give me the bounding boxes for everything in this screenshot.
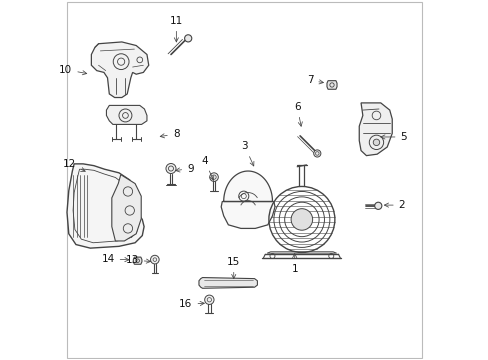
Polygon shape xyxy=(326,81,336,89)
Text: 7: 7 xyxy=(306,75,323,85)
Polygon shape xyxy=(221,171,274,228)
Polygon shape xyxy=(359,103,391,156)
Circle shape xyxy=(165,163,176,174)
Text: 11: 11 xyxy=(169,16,183,42)
Polygon shape xyxy=(106,105,147,125)
Text: 4: 4 xyxy=(201,156,213,180)
Text: 14: 14 xyxy=(101,254,129,264)
Text: 8: 8 xyxy=(160,129,179,139)
Circle shape xyxy=(313,150,320,157)
Text: 16: 16 xyxy=(179,300,204,310)
Polygon shape xyxy=(112,175,141,241)
Circle shape xyxy=(150,255,159,264)
Text: 3: 3 xyxy=(241,141,253,166)
Circle shape xyxy=(290,209,312,230)
Text: 5: 5 xyxy=(380,132,407,142)
Text: 10: 10 xyxy=(59,64,86,75)
Text: 6: 6 xyxy=(293,102,302,126)
Circle shape xyxy=(374,202,381,210)
Circle shape xyxy=(209,173,218,181)
Text: 13: 13 xyxy=(125,255,150,265)
Text: 1: 1 xyxy=(291,253,297,274)
Polygon shape xyxy=(199,278,257,288)
Circle shape xyxy=(204,295,214,305)
Text: 9: 9 xyxy=(175,163,193,174)
Text: 15: 15 xyxy=(226,257,240,279)
Circle shape xyxy=(372,139,379,145)
Circle shape xyxy=(184,35,191,42)
Text: 12: 12 xyxy=(62,159,85,171)
Text: 2: 2 xyxy=(384,200,405,210)
Polygon shape xyxy=(133,257,142,264)
Polygon shape xyxy=(67,164,144,248)
Polygon shape xyxy=(91,42,148,98)
